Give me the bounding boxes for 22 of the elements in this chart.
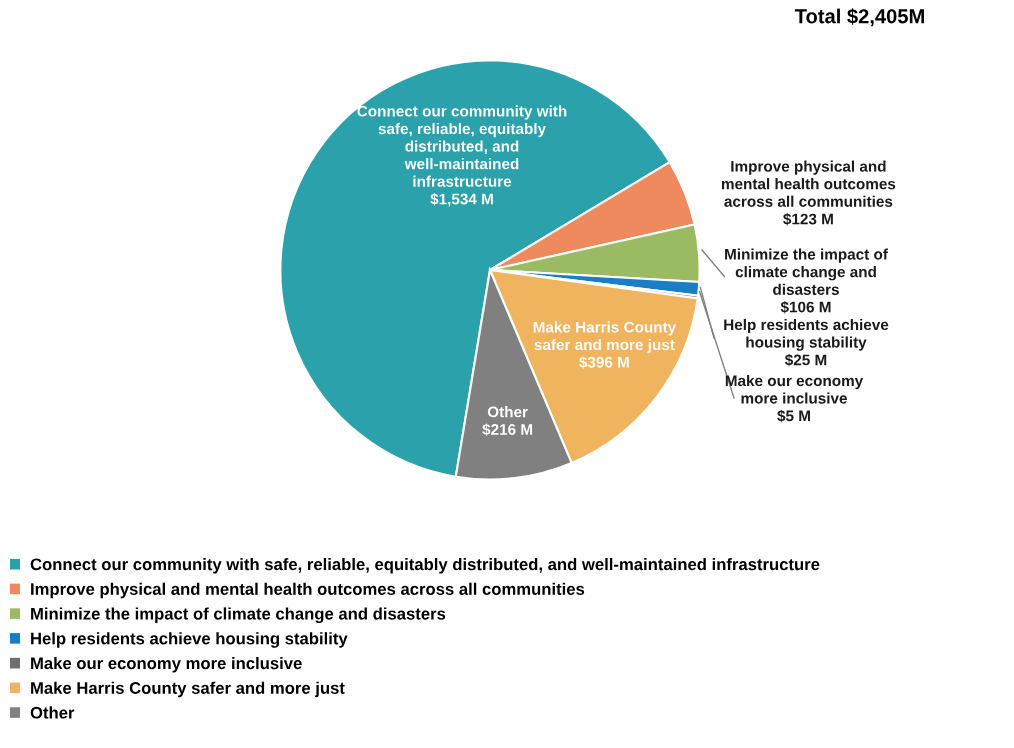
slice-label: Improve physical and mental health outcomes across all communities (721, 160, 896, 207)
slice-label: Make Harris County safer and more just (533, 321, 677, 354)
data-label: $396 M (579, 356, 629, 369)
data-label: $1,534 M (430, 192, 493, 207)
legend-label: Help residents achieve housing stability (31, 632, 348, 648)
data-label: $5 M (777, 409, 810, 423)
slice-label: Other (487, 406, 528, 418)
slice-label: Connect our community with safe, reliable, equitably distributed, and well-maintained infrastructure (357, 105, 567, 187)
legend-label: Make Harris County safer and more just (31, 681, 345, 698)
legend-label: Make our economy more inclusive (31, 656, 302, 673)
slice-label: Help residents achieve housing stability (724, 318, 889, 351)
data-label: $216 M (482, 423, 533, 436)
data-label: $123 M (783, 212, 833, 226)
legend-label: Minimize the impact of climate change and disasters (31, 607, 446, 624)
data-label: $25 M (784, 353, 827, 367)
data-label: $106 M (780, 300, 831, 314)
legend-label: Improve physical and mental health outcomes across all communities (31, 582, 585, 599)
slice-label: Make our economy more inclusive (725, 374, 864, 404)
legend-label: Connect our community with safe, reliable, equitably distributed, and well-maintained infrastructure (30, 558, 820, 574)
chart-title: Total $2,405M (794, 8, 924, 27)
legend-label: Other (30, 706, 75, 719)
slice-label: Minimize the impact of climate change and disasters (725, 248, 888, 295)
